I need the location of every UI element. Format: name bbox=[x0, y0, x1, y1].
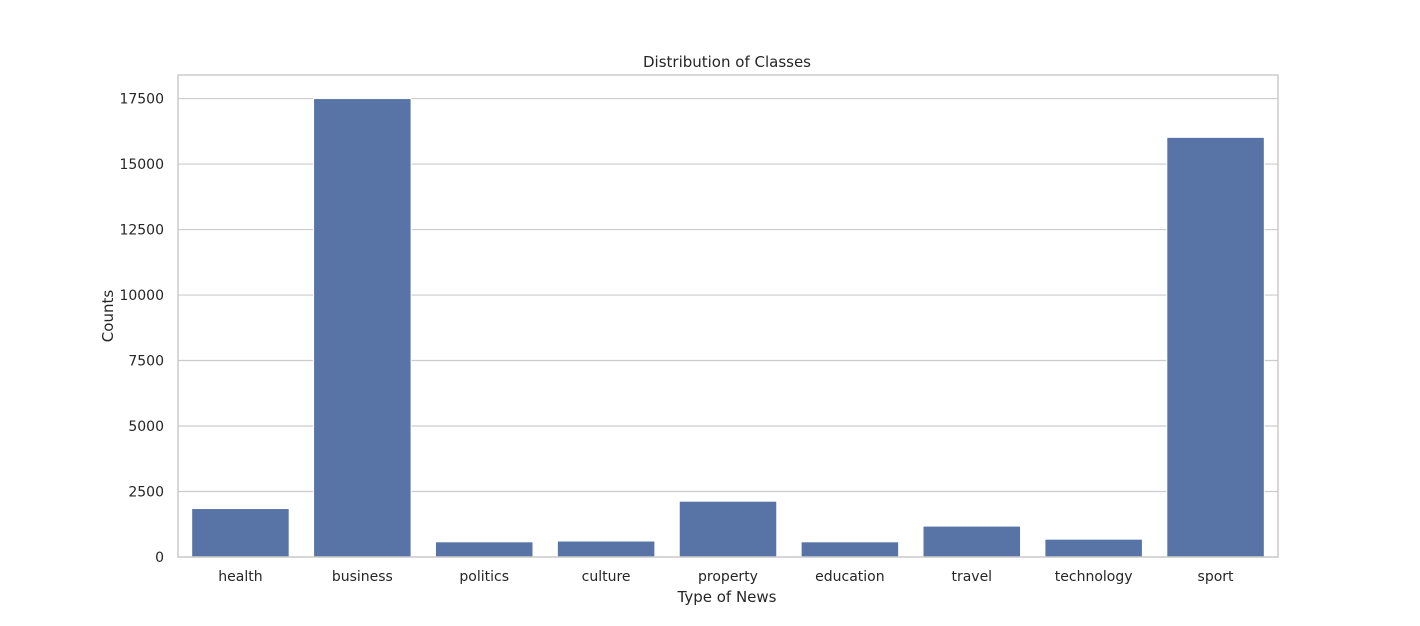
x-tick-label-politics: politics bbox=[459, 569, 509, 585]
bar-education bbox=[800, 541, 900, 558]
x-tick-label-health: health bbox=[218, 569, 262, 585]
bar-travel bbox=[922, 525, 1022, 558]
bar-culture bbox=[556, 540, 656, 558]
bar-health bbox=[191, 508, 290, 558]
y-tick-label: 5000 bbox=[128, 419, 164, 435]
bar-business bbox=[313, 98, 412, 558]
bar-technology bbox=[1044, 538, 1143, 558]
x-tick-label-business: business bbox=[332, 569, 393, 585]
y-tick-label: 10000 bbox=[119, 288, 164, 304]
x-tick-label-travel: travel bbox=[951, 569, 992, 585]
y-tick-label: 17500 bbox=[119, 92, 164, 108]
x-tick-label-culture: culture bbox=[582, 569, 631, 585]
y-tick-label: 7500 bbox=[128, 354, 164, 370]
x-tick-label-sport: sport bbox=[1198, 569, 1235, 585]
y-tick-label: 0 bbox=[155, 550, 164, 566]
y-tick-labels: 0 2500 5000 7500 10000 12500 15000 17500 bbox=[119, 92, 164, 566]
y-tick-label: 15000 bbox=[119, 157, 164, 173]
bar-property bbox=[678, 500, 778, 558]
bar-politics bbox=[434, 541, 534, 558]
x-tick-label-education: education bbox=[815, 569, 884, 585]
x-tick-labels: health business politics culture property edu… bbox=[218, 569, 1234, 585]
x-axis-label: Type of News bbox=[677, 588, 777, 606]
x-tick-label-property: property bbox=[698, 569, 758, 585]
y-tick-label: 2500 bbox=[128, 485, 164, 501]
plot-frame bbox=[177, 74, 1279, 558]
y-axis-label: Counts bbox=[99, 290, 117, 343]
y-tick-label: 12500 bbox=[119, 223, 164, 239]
x-tick-label-technology: technology bbox=[1055, 569, 1133, 585]
bars bbox=[191, 98, 1265, 558]
bar-sport bbox=[1166, 136, 1265, 558]
chart-title: Distribution of Classes bbox=[643, 53, 811, 71]
